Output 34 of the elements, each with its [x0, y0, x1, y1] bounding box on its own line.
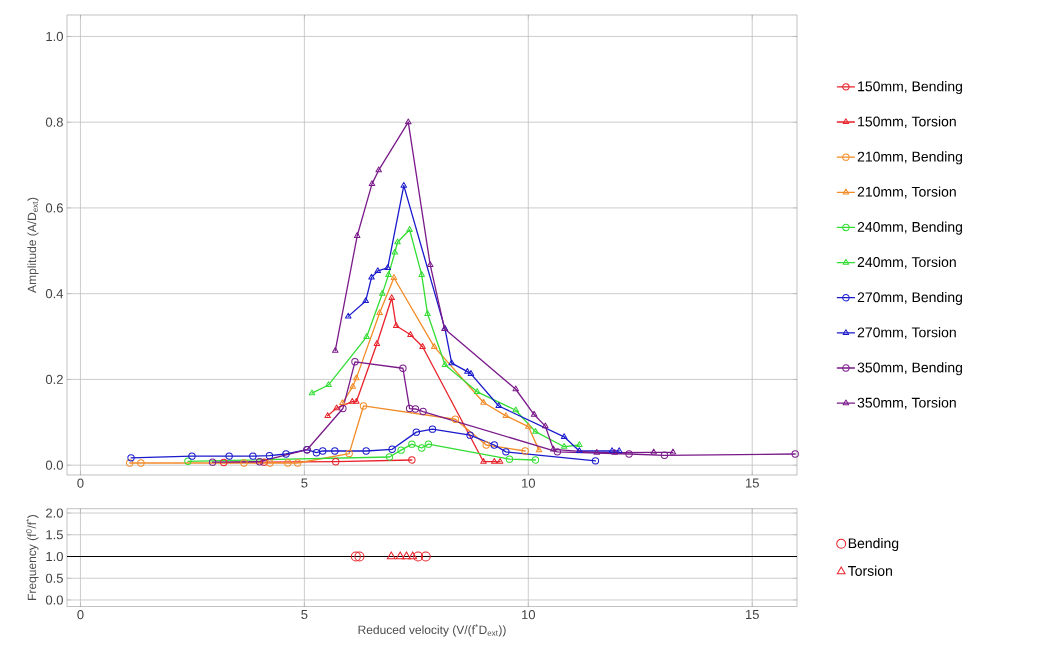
y-tick-label: 2.0 [46, 508, 63, 518]
legend-label: 210mm, Bending [857, 151, 962, 165]
x-tick-label: 0 [77, 610, 84, 620]
y-axis-title: Frequency (f$^{0}$/f$^{*}$) [26, 515, 39, 600]
x-tick-label: 5 [301, 610, 308, 620]
legend-label: 240mm, Bending [857, 221, 962, 235]
y-tick-label: 0.0 [45, 460, 63, 470]
y-tick-label: 1.0 [46, 551, 63, 562]
legend-label: 240mm, Torsion [857, 256, 956, 269]
legend-label: 150mm, Bending [858, 81, 962, 95]
y-tick-label: 0.2 [45, 374, 63, 384]
x-tick-label: 5 [301, 478, 308, 488]
legend-label: 210mm, Torsion [857, 186, 956, 199]
y-tick-label: 0.4 [45, 289, 64, 299]
x-axis-title: Reduced velocity (V/(f$^{*}$D$_{ext}$)) [358, 624, 506, 637]
legend-label: Bending [848, 537, 899, 551]
x-tick-label: 15 [745, 478, 759, 488]
legend-label: 350mm, Bending [857, 362, 962, 376]
y-tick-label: 0.5 [45, 573, 63, 583]
legend-label: 270mm, Torsion [857, 327, 956, 339]
y-tick-label: 0.0 [45, 595, 63, 605]
legend-label: 270mm, Bending [857, 291, 962, 305]
x-tick-label: 10 [522, 610, 536, 620]
legend-label: Torsion [848, 565, 892, 576]
y-tick-label: 0.8 [45, 117, 63, 127]
y-tick-label: 1.0 [46, 31, 63, 42]
y-axis-title: Amplitude (A/D$_{ext}$) [27, 197, 39, 293]
x-tick-label: 10 [522, 478, 536, 488]
y-tick-label: 0.6 [45, 203, 63, 213]
x-tick-label: 0 [77, 478, 84, 488]
x-tick-label: 15 [745, 610, 759, 620]
legend-label: 350mm, Torsion [857, 397, 956, 410]
legend-label: 150mm, Torsion [858, 116, 956, 129]
y-tick-label: 1.5 [46, 530, 63, 540]
